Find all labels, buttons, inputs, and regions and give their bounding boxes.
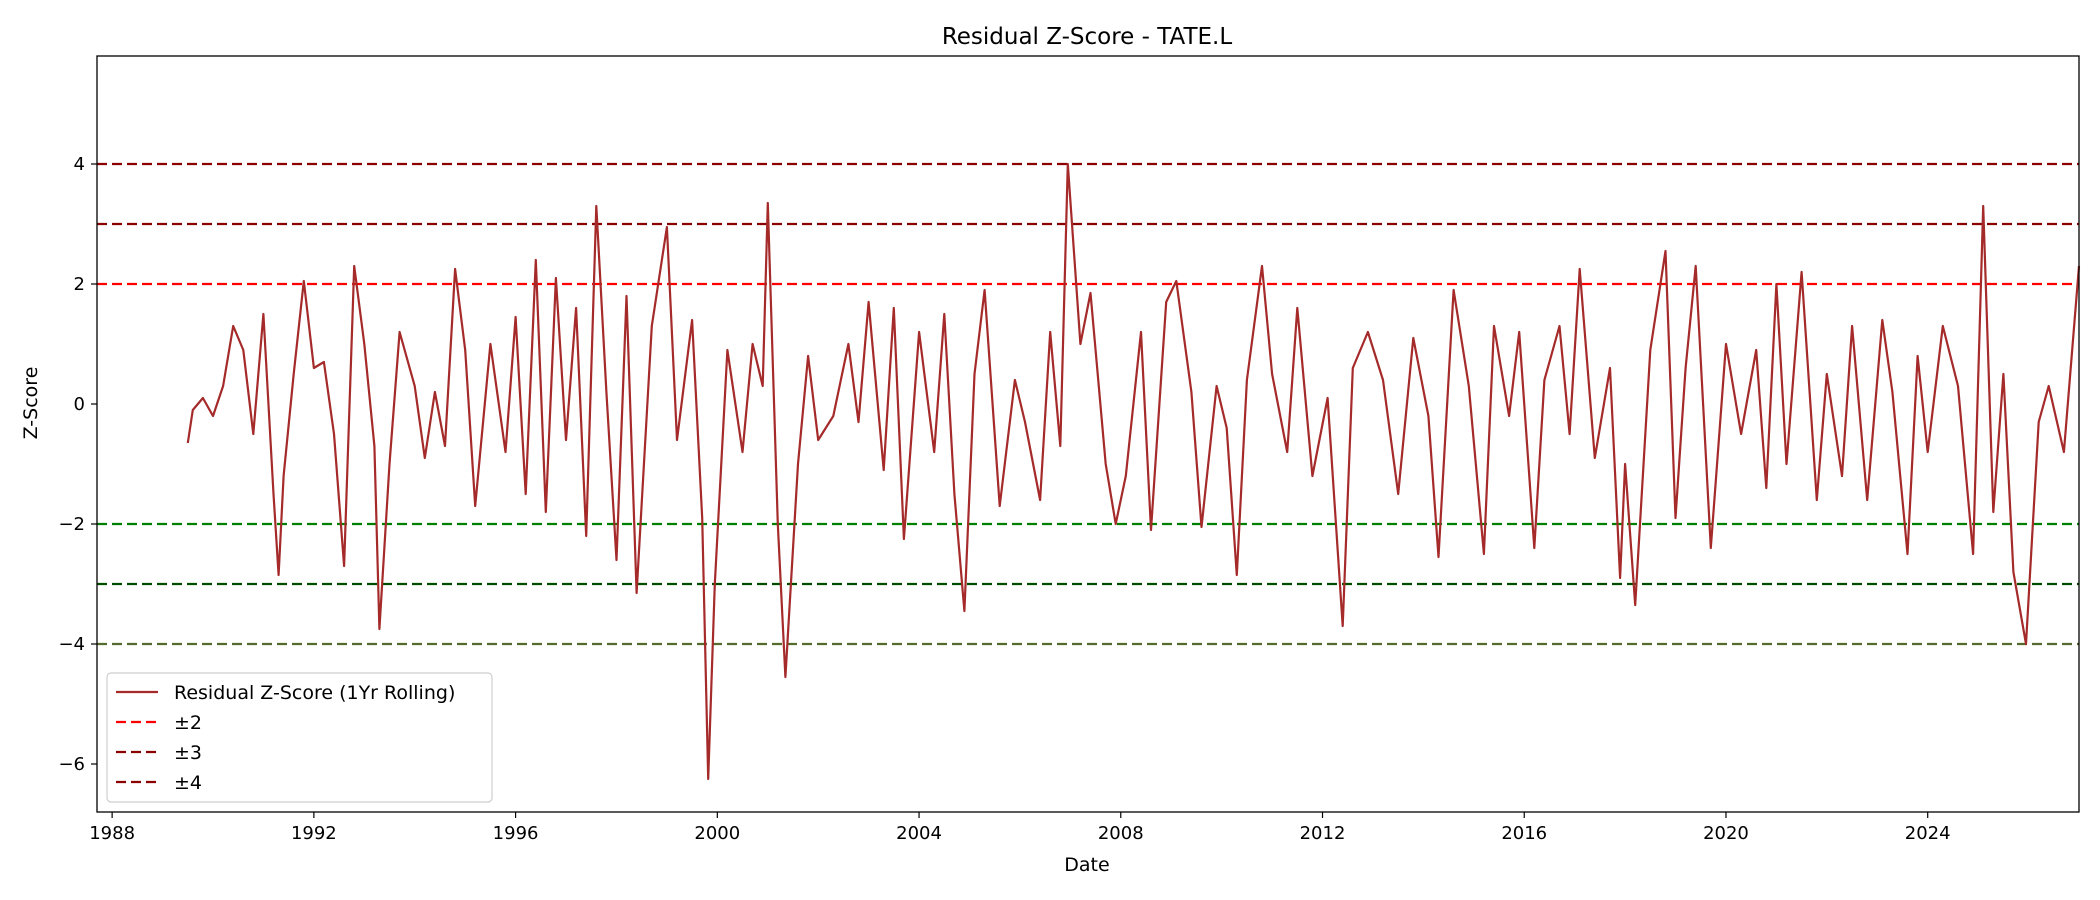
x-tick-label-6: 2012 <box>1300 823 1346 844</box>
y-axis-label: Z-Score <box>20 367 42 440</box>
series-line-0 <box>186 162 2081 781</box>
y-tick-label-0: −6 <box>58 754 85 775</box>
x-tick-label-9: 2024 <box>1905 823 1951 844</box>
legend-label-2: ±3 <box>174 742 202 764</box>
legend: Residual Z-Score (1Yr Rolling) ±2 ±3 ±4 <box>106 672 493 803</box>
x-tick-label-3: 2000 <box>694 823 740 844</box>
reference-lines <box>97 162 2079 646</box>
x-tick-label-7: 2016 <box>1501 823 1547 844</box>
x-axis: 1988 1992 1996 2000 2004 2008 2012 2016 2020 2024 <box>89 812 1951 844</box>
x-tick-label-8: 2020 <box>1703 823 1749 844</box>
plot-frame <box>96 55 2080 813</box>
y-axis: −6 −4 −2 0 2 4 <box>58 154 97 775</box>
y-tick-label-3: 0 <box>74 394 85 415</box>
y-tick-label-4: 2 <box>74 274 85 295</box>
y-tick-label-2: −2 <box>58 514 85 535</box>
x-tick-label-2: 1996 <box>493 823 539 844</box>
legend-box <box>106 672 493 803</box>
x-tick-label-5: 2008 <box>1098 823 1144 844</box>
x-axis-label: Date <box>1064 854 1109 876</box>
legend-label-0: Residual Z-Score (1Yr Rolling) <box>174 682 455 704</box>
plot-area <box>96 55 2081 813</box>
legend-label-1: ±2 <box>174 712 202 734</box>
x-tick-label-0: 1988 <box>89 823 135 844</box>
chart-title: Residual Z-Score - TATE.L <box>942 24 1233 50</box>
x-tick-label-4: 2004 <box>896 823 942 844</box>
y-tick-label-5: 4 <box>74 154 85 175</box>
legend-label-3: ±4 <box>174 772 202 794</box>
series-group <box>186 162 2081 781</box>
x-tick-label-1: 1992 <box>291 823 337 844</box>
y-tick-label-1: −4 <box>58 634 85 655</box>
